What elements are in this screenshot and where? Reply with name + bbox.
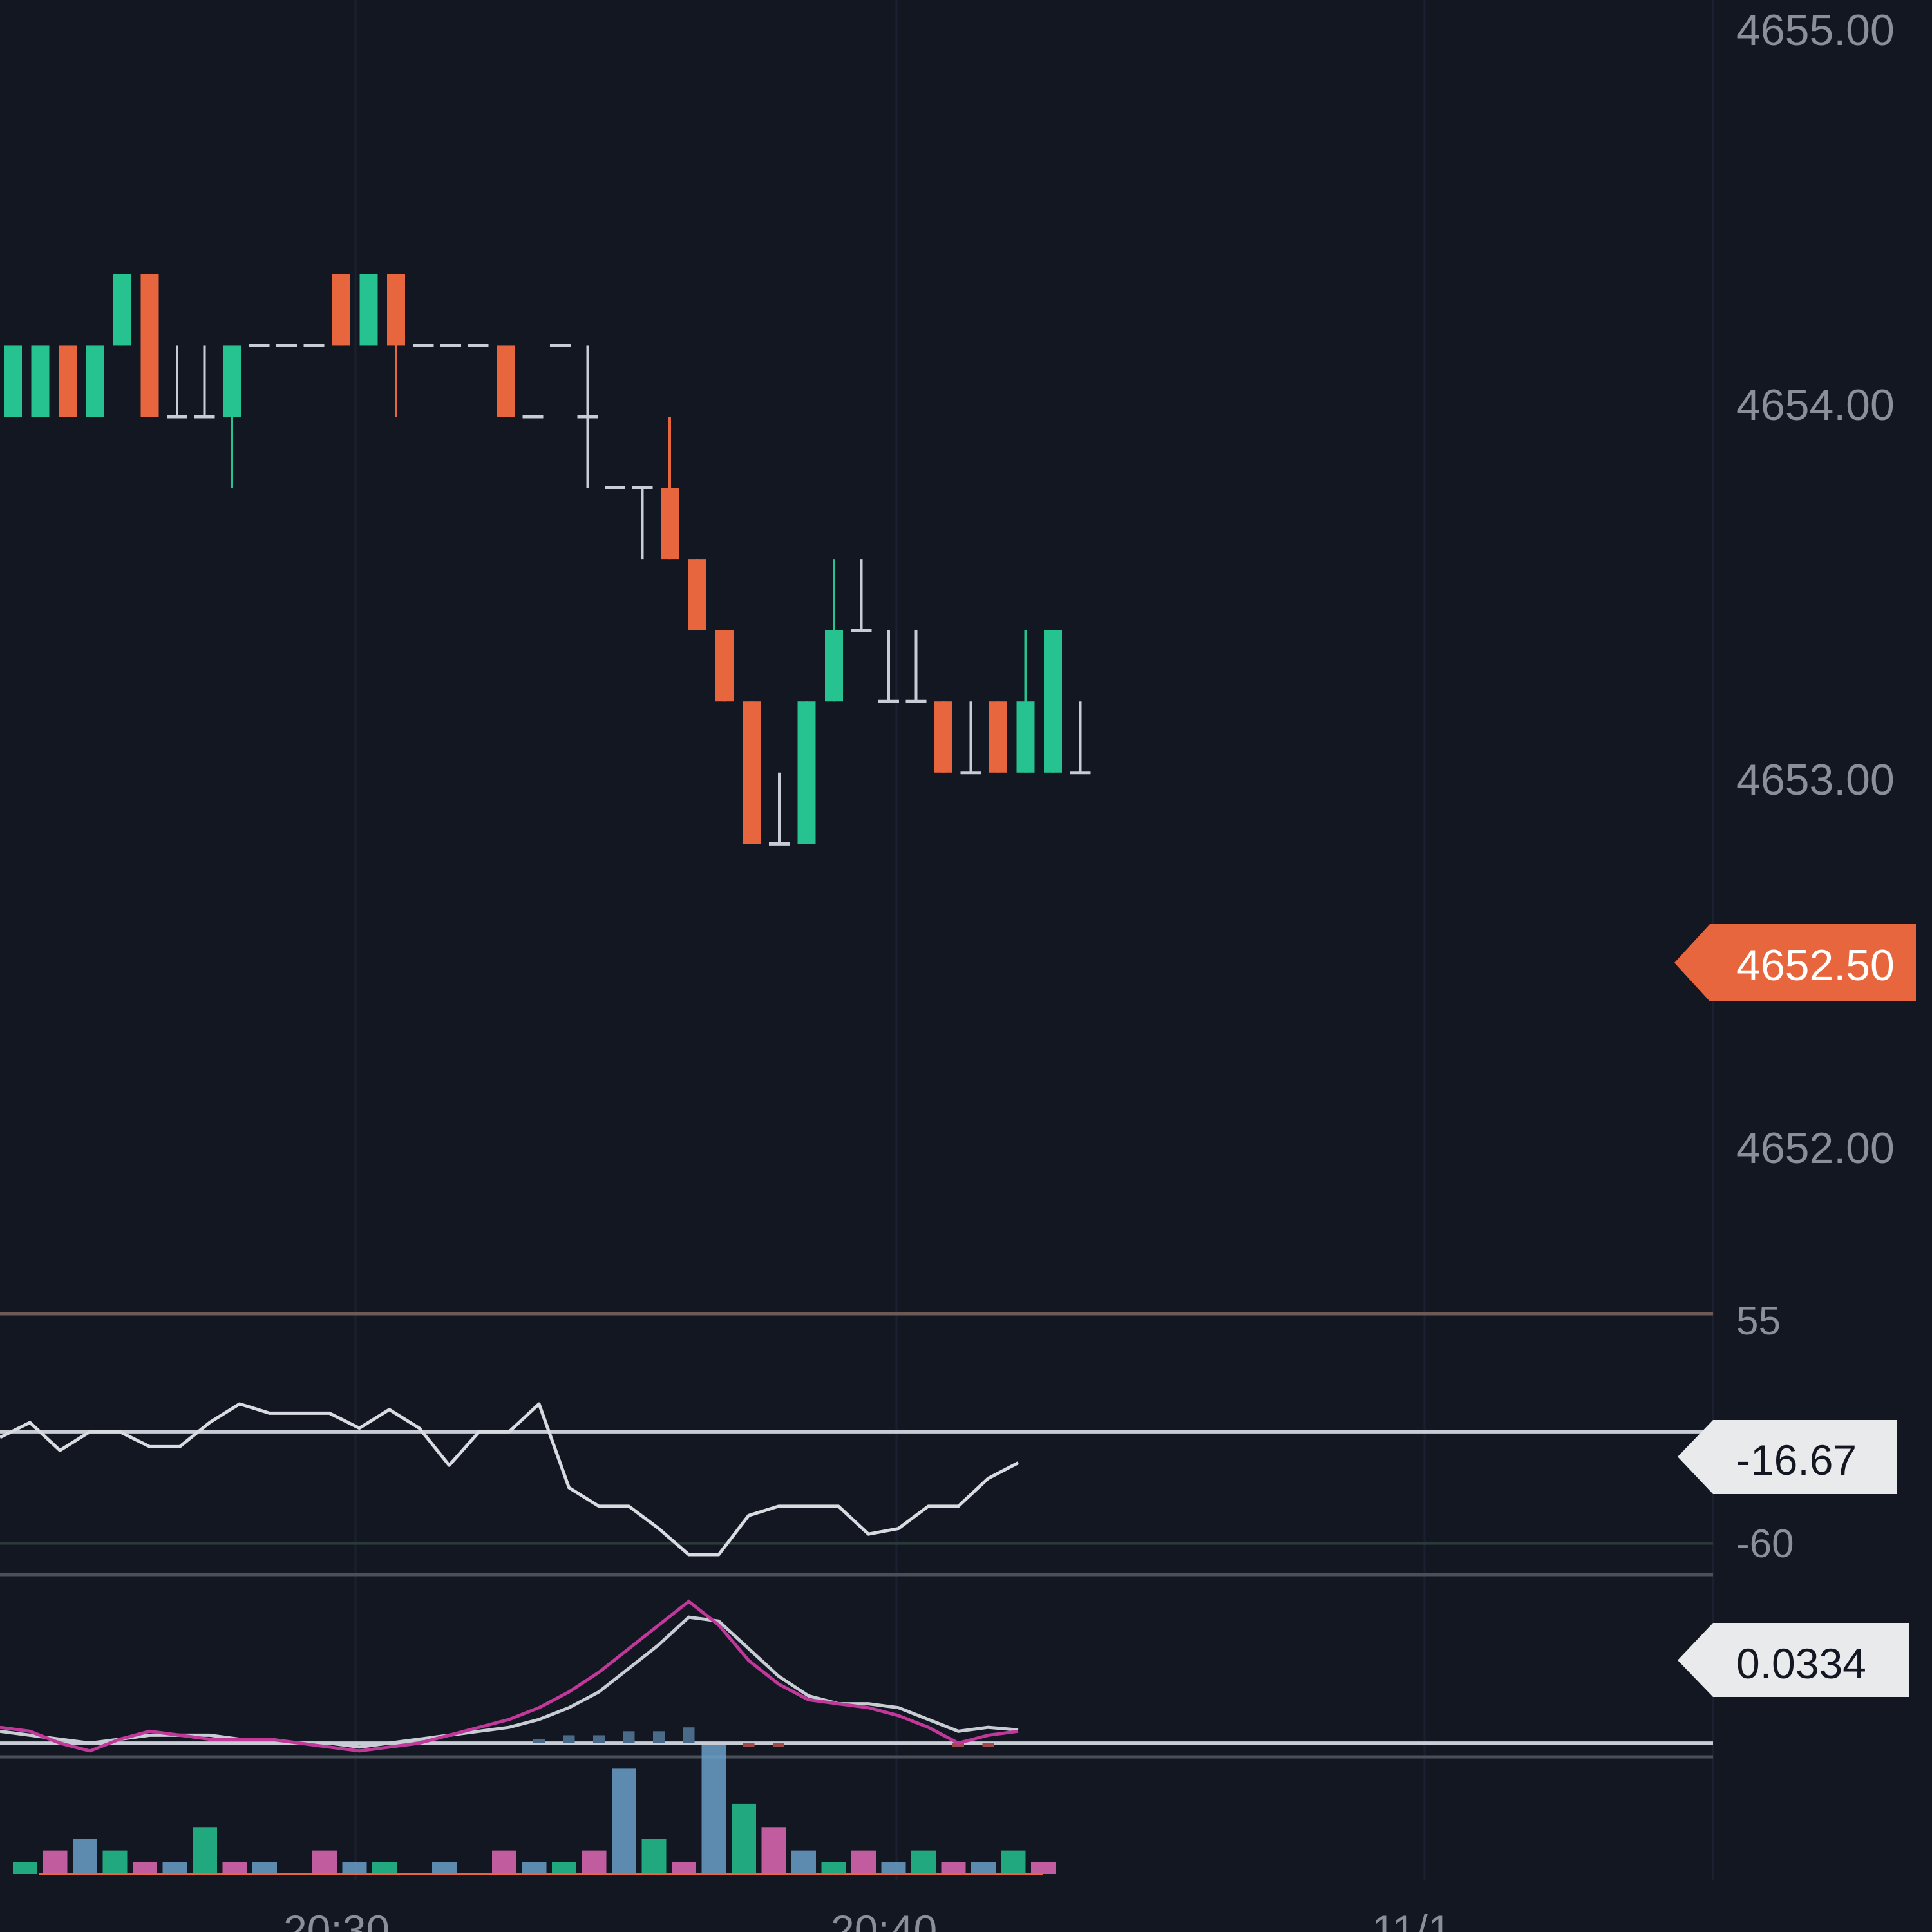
volume-bar — [162, 1862, 187, 1874]
macd-value-badge: 0.0334 — [1678, 1623, 1909, 1697]
volume-bar — [851, 1850, 876, 1874]
volume-bar — [43, 1850, 68, 1874]
macd-histogram-bar — [952, 1743, 964, 1747]
volume-bar — [941, 1862, 966, 1874]
oscillator-value-label: -16.67 — [1736, 1436, 1857, 1484]
candle-body — [113, 274, 131, 346]
price-panel[interactable] — [4, 274, 1091, 846]
price-tick-label: 4652.00 — [1736, 1124, 1895, 1173]
price-tick-label: 4654.00 — [1736, 381, 1895, 430]
volume-bar — [552, 1862, 576, 1874]
macd-histogram-bar — [773, 1743, 784, 1747]
price-axis: 4655.00 4654.00 4653.00 4652.00 — [1736, 6, 1895, 1173]
volume-bar — [582, 1850, 607, 1874]
candle-body — [140, 274, 159, 417]
macd-panel[interactable] — [0, 1599, 1713, 1753]
candle-body — [4, 345, 22, 417]
candle-body — [661, 488, 679, 560]
price-tick-label: 4655.00 — [1736, 6, 1895, 55]
volume-bar — [193, 1827, 217, 1874]
volume-bar — [342, 1862, 367, 1874]
candle-body — [359, 274, 378, 346]
candle-body — [1044, 630, 1062, 773]
candle-body — [31, 345, 50, 417]
last-price-label: 4652.50 — [1736, 941, 1895, 990]
candle-body — [497, 345, 515, 417]
candle-body — [934, 701, 952, 773]
volume-bar — [432, 1862, 457, 1874]
macd-histogram-bar — [743, 1743, 755, 1747]
volume-bar — [821, 1862, 846, 1874]
time-axis: 20:30 20:40 11/1 — [283, 1906, 1452, 1932]
volume-bar — [73, 1839, 97, 1874]
candle-body — [387, 274, 405, 346]
oscillator-axis: 55 -60 — [1736, 1299, 1794, 1566]
volume-bar — [13, 1862, 37, 1874]
candle-body — [332, 274, 350, 346]
candle-body — [715, 630, 734, 702]
volume-bar — [222, 1862, 247, 1874]
macd-histogram-bar — [982, 1743, 994, 1747]
volume-bar — [492, 1850, 516, 1874]
oscillator-tick-label: -60 — [1736, 1522, 1794, 1566]
time-tick-label: 11/1 — [1372, 1906, 1452, 1932]
macd-histogram-bar — [683, 1727, 695, 1743]
candle-body — [989, 701, 1007, 773]
volume-bar — [791, 1850, 816, 1874]
candle-body — [86, 345, 104, 417]
volume-bar — [672, 1862, 696, 1874]
candle-body — [743, 701, 761, 844]
macd-histogram-bar — [653, 1731, 665, 1743]
macd-line — [0, 1599, 1019, 1753]
volume-bar — [312, 1850, 337, 1874]
time-tick-label: 20:30 — [283, 1906, 390, 1932]
macd-histogram-bar — [593, 1735, 605, 1743]
volume-bar — [522, 1862, 547, 1874]
oscillator-value-badge: -16.67 — [1678, 1420, 1897, 1494]
volume-bar — [1001, 1850, 1026, 1874]
oscillator-line — [0, 1402, 1019, 1557]
volume-bar — [612, 1768, 636, 1874]
last-price-badge: 4652.50 — [1674, 924, 1916, 1001]
time-tick-label: 20:40 — [831, 1906, 937, 1932]
volume-bar — [732, 1803, 756, 1874]
volume-bar — [701, 1745, 726, 1874]
volume-bar — [971, 1862, 996, 1874]
volume-bar — [1031, 1862, 1056, 1874]
volume-bar — [133, 1862, 157, 1874]
candle-body — [825, 630, 843, 702]
volume-bar — [881, 1862, 906, 1874]
volume-bar — [761, 1827, 786, 1874]
macd-histogram-bar — [533, 1739, 545, 1743]
candle-body — [59, 345, 77, 417]
candle-body — [688, 559, 706, 630]
volume-bar — [102, 1850, 128, 1874]
macd-histogram-bar — [563, 1735, 575, 1743]
macd-histogram-bar — [623, 1731, 635, 1743]
macd-value-label: 0.0334 — [1736, 1640, 1866, 1687]
price-tick-label: 4653.00 — [1736, 755, 1895, 804]
volume-bar — [911, 1850, 936, 1874]
volume-bar — [641, 1839, 667, 1874]
oscillator-panel[interactable] — [0, 1402, 1713, 1557]
volume-panel[interactable] — [13, 1745, 1056, 1875]
oscillator-tick-label: 55 — [1736, 1299, 1781, 1343]
volume-bar — [252, 1862, 277, 1874]
candle-body — [797, 701, 816, 844]
volume-bar — [372, 1862, 397, 1874]
candle-body — [223, 345, 241, 417]
candle-body — [1016, 701, 1035, 773]
